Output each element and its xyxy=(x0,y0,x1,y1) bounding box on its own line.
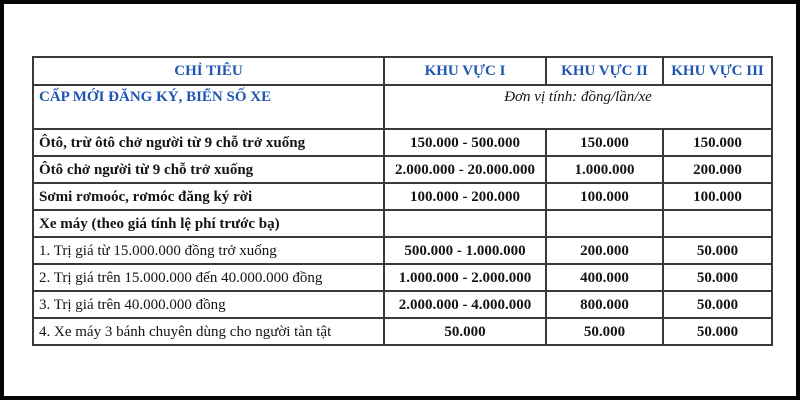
row-label: Ôtô, trừ ôtô chở người từ 9 chỗ trở xuốn… xyxy=(32,128,385,157)
zone2-value: 50.000 xyxy=(545,317,664,346)
zone1-value: 1.000.000 - 2.000.000 xyxy=(383,263,547,292)
zone3-value xyxy=(662,209,773,238)
row-label: Xe máy (theo giá tính lệ phí trước bạ) xyxy=(32,209,385,238)
zone1-value: 2.000.000 - 4.000.000 xyxy=(383,290,547,319)
header-criteria: CHỈ TIÊU xyxy=(32,56,385,86)
zone2-value xyxy=(545,209,664,238)
registration-fee-table: CHỈ TIÊU KHU VỰC I KHU VỰC II KHU VỰC II… xyxy=(32,56,773,346)
zone3-value: 150.000 xyxy=(662,128,773,157)
header-row: CHỈ TIÊU KHU VỰC I KHU VỰC II KHU VỰC II… xyxy=(32,56,773,86)
zone3-value: 50.000 xyxy=(662,263,773,292)
zone2-value: 100.000 xyxy=(545,182,664,211)
row-label: Ôtô chở người từ 9 chỗ trở xuống xyxy=(32,155,385,184)
zone2-value: 1.000.000 xyxy=(545,155,664,184)
header-zone-3: KHU VỰC III xyxy=(662,56,773,86)
zone3-value: 100.000 xyxy=(662,182,773,211)
table-row: Ôtô chở người từ 9 chỗ trở xuống 2.000.0… xyxy=(32,155,773,184)
header-zone-2: KHU VỰC II xyxy=(545,56,664,86)
zone3-value: 50.000 xyxy=(662,236,773,265)
table-row: 1. Trị giá từ 15.000.000 đồng trở xuống … xyxy=(32,236,773,265)
unit-note: Đơn vị tính: đồng/lần/xe xyxy=(383,84,773,130)
row-label: 1. Trị giá từ 15.000.000 đồng trở xuống xyxy=(32,236,385,265)
zone1-value: 2.000.000 - 20.000.000 xyxy=(383,155,547,184)
zone3-value: 200.000 xyxy=(662,155,773,184)
section-row: CẤP MỚI ĐĂNG KÝ, BIỂN SỐ XE Đơn vị tính:… xyxy=(32,84,773,130)
row-label: 3. Trị giá trên 40.000.000 đồng xyxy=(32,290,385,319)
table-row: Ôtô, trừ ôtô chở người từ 9 chỗ trở xuốn… xyxy=(32,128,773,157)
zone2-value: 800.000 xyxy=(545,290,664,319)
header-zone-1: KHU VỰC I xyxy=(383,56,547,86)
zone1-value: 100.000 - 200.000 xyxy=(383,182,547,211)
table-row: 3. Trị giá trên 40.000.000 đồng 2.000.00… xyxy=(32,290,773,319)
table-row: 2. Trị giá trên 15.000.000 đến 40.000.00… xyxy=(32,263,773,292)
zone2-value: 150.000 xyxy=(545,128,664,157)
section-title: CẤP MỚI ĐĂNG KÝ, BIỂN SỐ XE xyxy=(32,84,385,130)
table-row: 4. Xe máy 3 bánh chuyên dùng cho người t… xyxy=(32,317,773,346)
row-label: 2. Trị giá trên 15.000.000 đến 40.000.00… xyxy=(32,263,385,292)
zone2-value: 400.000 xyxy=(545,263,664,292)
zone2-value: 200.000 xyxy=(545,236,664,265)
zone1-value xyxy=(383,209,547,238)
table-row: Sơmi rơmoóc, rơmóc đăng ký rời 100.000 -… xyxy=(32,182,773,211)
zone1-value: 150.000 - 500.000 xyxy=(383,128,547,157)
row-label: 4. Xe máy 3 bánh chuyên dùng cho người t… xyxy=(32,317,385,346)
table-row: Xe máy (theo giá tính lệ phí trước bạ) xyxy=(32,209,773,238)
zone1-value: 50.000 xyxy=(383,317,547,346)
zone3-value: 50.000 xyxy=(662,317,773,346)
zone1-value: 500.000 - 1.000.000 xyxy=(383,236,547,265)
row-label: Sơmi rơmoóc, rơmóc đăng ký rời xyxy=(32,182,385,211)
zone3-value: 50.000 xyxy=(662,290,773,319)
